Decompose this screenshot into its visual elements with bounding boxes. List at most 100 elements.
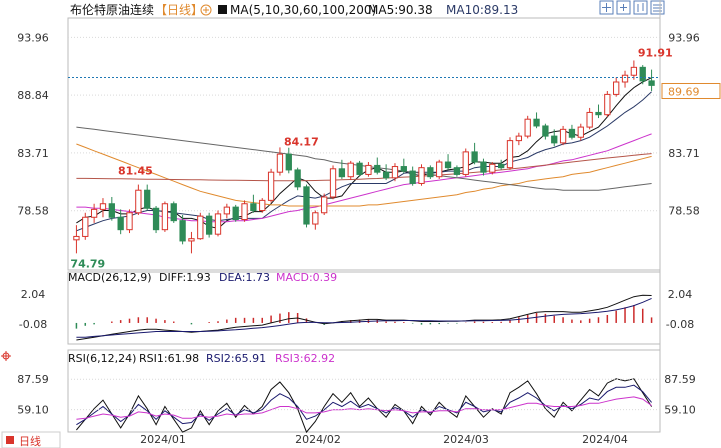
last-price-tag (661, 82, 721, 99)
candle (533, 112, 540, 129)
candle (117, 209, 124, 235)
ma-line-ma200 (76, 126, 652, 191)
date-label-3: 2024/04 (582, 433, 628, 446)
candle (489, 162, 496, 175)
candle-body (285, 153, 292, 171)
candle-body (267, 171, 275, 201)
candle (559, 125, 567, 146)
panel-frame-1 (67, 271, 661, 345)
rsi2-value: RSI2:65.91 (206, 352, 266, 365)
candle (382, 164, 390, 181)
panel-frames (67, 0, 661, 433)
candle-body (533, 118, 540, 127)
candle (639, 65, 646, 85)
candle-body (621, 74, 629, 83)
date-axis: 2024/01 2024/02 2024/03 2024/04 (140, 433, 628, 446)
candle (515, 132, 523, 146)
candle-body (303, 186, 310, 225)
period-button-label: 日线 (19, 434, 41, 448)
candle (604, 91, 611, 117)
candle (391, 163, 399, 182)
macd-tick-right-1: -0.08 (666, 318, 694, 331)
candle-body (205, 215, 213, 235)
date-label-2: 2024/03 (443, 433, 489, 446)
candle (259, 198, 266, 213)
candle (648, 69, 655, 92)
candle-body (321, 196, 328, 214)
rsi-label: RSI(6,12,24) (68, 352, 136, 365)
candle (276, 147, 284, 176)
candle-body (604, 93, 611, 116)
crosshair-icon[interactable] (1, 351, 11, 361)
candle-body (135, 189, 142, 214)
candles (73, 60, 655, 254)
rsi-tick-right-0: 87.59 (664, 373, 696, 386)
candle (285, 147, 292, 174)
candle (400, 158, 407, 174)
ma10-value: MA10:89.13 (446, 3, 518, 17)
candle-body (595, 111, 602, 116)
price-tick-right-2: 83.71 (668, 147, 700, 160)
move-icon[interactable] (599, 0, 614, 15)
rsi1-value: RSI1:61.98 (139, 352, 199, 365)
toolbar (599, 0, 665, 15)
candle-body (577, 126, 584, 138)
candle (329, 165, 337, 200)
ma-parameters[interactable]: MA(5,10,30,60,100,200) (230, 3, 376, 17)
candle-body (489, 163, 496, 173)
settings-icon[interactable] (650, 0, 665, 15)
candle (409, 166, 416, 186)
candle-body (294, 169, 301, 188)
macd-tick-right-0: 2.04 (668, 288, 693, 301)
candle-body (117, 216, 124, 231)
rsi-line-rsi1 (76, 378, 653, 434)
candle (436, 159, 443, 179)
candle (232, 204, 239, 222)
rsi-line-rsi2 (76, 384, 652, 426)
candle-body (409, 170, 416, 184)
candle (205, 212, 213, 238)
price-grid (68, 36, 660, 212)
period-button[interactable]: 日线 (1, 431, 61, 448)
candle (303, 184, 310, 228)
macd-line-dea (76, 297, 652, 338)
candle-body (462, 151, 469, 175)
candle (524, 115, 531, 139)
candle-body (338, 168, 346, 178)
candle-body (276, 153, 284, 173)
chart-type-icon[interactable] (633, 0, 648, 15)
candle-body (515, 135, 523, 142)
candle-body (197, 215, 204, 240)
ma5-value: MA5:90.38 (368, 3, 433, 17)
candle-body (144, 189, 151, 209)
last-price-value: 89.69 (668, 85, 700, 98)
candle (152, 206, 160, 234)
candle-body (73, 235, 80, 241)
candle (267, 168, 275, 203)
candle-body (241, 203, 248, 221)
candle (108, 196, 115, 221)
candle (135, 184, 142, 216)
candle (170, 201, 177, 223)
candle (338, 159, 346, 179)
candle (312, 210, 319, 230)
candle (480, 158, 487, 176)
annotation-high-1: 84.17 (284, 135, 319, 148)
period-label[interactable]: 【日线】 (155, 3, 203, 17)
candle-body (347, 162, 354, 178)
add-indicator-icon[interactable] (200, 4, 212, 16)
price-tick-left-2: 83.71 (17, 147, 49, 160)
candle (73, 225, 80, 254)
candle-body (179, 220, 186, 242)
zoom-in-icon[interactable] (616, 0, 631, 15)
candle (223, 203, 231, 219)
macd-panel: MACD(26,12,9) DIFF:1.93 DEA:1.73 MACD:0.… (19, 271, 694, 341)
rsi-panel: RSI(6,12,24) RSI1:61.98 RSI2:65.91 RSI3:… (17, 352, 696, 434)
candle (497, 159, 505, 170)
rsi3-value: RSI3:62.92 (275, 352, 335, 365)
macd-hist-value: MACD:0.39 (276, 271, 337, 284)
candle-body (559, 128, 567, 144)
macd-diff-value: DIFF:1.93 (159, 271, 211, 284)
candle-body (365, 164, 372, 175)
candle-body (648, 80, 655, 86)
